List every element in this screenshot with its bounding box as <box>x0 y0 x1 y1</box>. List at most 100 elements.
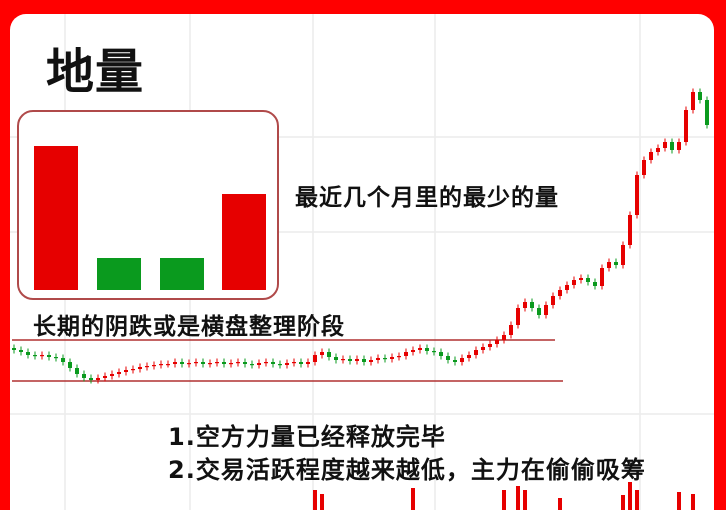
candle-down <box>243 362 247 364</box>
candle-up <box>474 350 478 355</box>
candle-up <box>236 362 240 364</box>
candle-up <box>635 175 639 215</box>
candle-down <box>705 100 709 125</box>
candle-up <box>600 268 604 286</box>
volume-bar <box>621 495 625 510</box>
candle-down <box>271 362 275 364</box>
candle-down <box>61 358 65 362</box>
chart-panel: 地量 最近几个月里的最少的量 长期的阴跌或是横盘整理阶段 1.空方力量已经释放完… <box>10 14 714 510</box>
candle-down <box>586 278 590 282</box>
candle-up <box>516 308 520 325</box>
candle-up <box>117 372 121 374</box>
candle-down <box>82 374 86 378</box>
candle-up <box>544 305 548 315</box>
candle-down <box>530 302 534 308</box>
candle-up <box>404 352 408 356</box>
candle-up <box>131 369 135 371</box>
candle-down <box>250 364 254 366</box>
candle-up <box>257 363 261 365</box>
candle-up <box>677 142 681 150</box>
candle-down <box>698 92 702 100</box>
candle-down <box>614 262 618 265</box>
candle-up <box>355 359 359 361</box>
candle-up <box>642 160 646 175</box>
candle-up <box>152 365 156 367</box>
candle-up <box>621 245 625 265</box>
candle-up <box>110 374 114 376</box>
candle-up <box>229 363 233 365</box>
annotation-point-1: 1.空方力量已经释放完毕 <box>168 423 446 451</box>
candle-up <box>306 362 310 364</box>
candle-up <box>565 285 569 290</box>
candle-up <box>194 362 198 364</box>
volume-bar <box>677 492 681 510</box>
page-title: 地量 <box>46 44 145 100</box>
candle-down <box>89 378 93 380</box>
candle-up <box>96 378 100 380</box>
candle-down <box>425 348 429 351</box>
candle-up <box>656 148 660 152</box>
candle-up <box>376 358 380 360</box>
annotation-min-volume: 最近几个月里的最少的量 <box>295 185 559 211</box>
candle-up <box>684 110 688 142</box>
annotation-point-2: 2.交易活跃程度越来越低，主力在偷偷吸筹 <box>168 456 646 484</box>
candle-up <box>285 363 289 365</box>
candle-down <box>180 362 184 364</box>
candle-down <box>439 352 443 356</box>
candle-up <box>390 357 394 359</box>
illustration-bar-green-short <box>97 258 141 290</box>
candle-down <box>670 142 674 150</box>
candle-down <box>33 355 37 357</box>
candle-down <box>201 362 205 364</box>
candle-up <box>607 262 611 268</box>
candle-down <box>593 282 597 286</box>
candle-up <box>369 360 373 362</box>
candle-up <box>103 376 107 378</box>
candle-up <box>467 355 471 358</box>
candle-down <box>68 362 72 368</box>
candle-up <box>663 142 667 148</box>
candle-up <box>509 325 513 335</box>
candle-up <box>40 355 44 357</box>
candle-up <box>264 362 268 364</box>
volume-bar <box>635 490 639 510</box>
volume-bar <box>628 482 632 510</box>
candle-up <box>691 92 695 110</box>
volume-bar <box>320 494 324 510</box>
candle-down <box>19 350 23 352</box>
candle-up <box>418 348 422 350</box>
candle-down <box>278 364 282 366</box>
candle-up <box>159 364 163 366</box>
candle-down <box>327 352 331 357</box>
candle-up <box>145 366 149 368</box>
volume-bar <box>516 486 520 510</box>
candle-up <box>572 280 576 285</box>
candle-up <box>551 296 555 305</box>
candle-up <box>411 350 415 352</box>
candle-up <box>502 335 506 340</box>
volume-bar <box>411 488 415 510</box>
candle-up <box>558 290 562 296</box>
candle-down <box>348 359 352 361</box>
candle-up <box>313 355 317 362</box>
candle-up <box>138 367 142 369</box>
candle-up <box>649 152 653 160</box>
candle-up <box>320 352 324 355</box>
candle-up <box>166 364 170 366</box>
illustration-bar-red-medium <box>222 193 266 290</box>
candle-down <box>75 368 79 374</box>
candle-up <box>495 340 499 344</box>
candle-up <box>292 362 296 364</box>
volume-bar <box>502 490 506 510</box>
candle-up <box>124 370 128 372</box>
volume-bar <box>313 490 317 510</box>
candle-down <box>432 351 436 353</box>
candle-down <box>222 362 226 364</box>
candle-down <box>47 355 51 357</box>
candle-up <box>215 362 219 364</box>
candle-up <box>488 344 492 347</box>
candle-down <box>383 358 387 360</box>
candle-up <box>481 347 485 350</box>
candle-down <box>453 360 457 362</box>
candle-down <box>537 308 541 315</box>
